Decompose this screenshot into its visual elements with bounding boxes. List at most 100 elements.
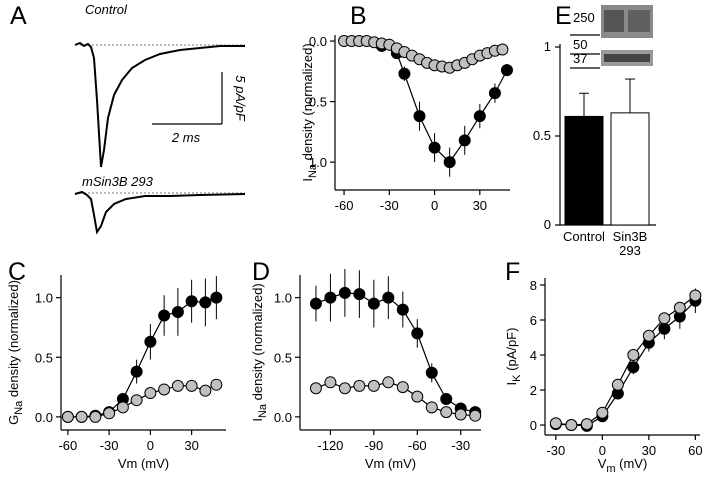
data-point	[324, 291, 337, 304]
y-tick-label: 0.0	[309, 34, 327, 49]
data-point	[398, 67, 411, 80]
x-tick-label: -30	[451, 438, 470, 453]
current-trace	[74, 41, 245, 168]
panel-letter: B	[350, 2, 367, 30]
x-tick-label: -90	[364, 438, 383, 453]
x-tick-label: -30	[100, 438, 119, 453]
data-point	[673, 301, 686, 314]
y-tick-label: 1.0	[35, 291, 53, 306]
series-line	[315, 292, 476, 413]
label-part: m	[606, 463, 615, 475]
data-point	[425, 401, 438, 414]
data-point	[642, 329, 655, 342]
y-tick-label: 6	[530, 313, 537, 328]
x-tick-label: 30	[184, 438, 198, 453]
data-point	[500, 64, 513, 77]
data-point	[443, 156, 456, 169]
x-tick-label: -60	[335, 198, 354, 213]
data-point	[473, 110, 486, 123]
series-line	[381, 45, 508, 164]
y-tick-label: 0	[530, 418, 537, 433]
data-point	[549, 417, 562, 430]
x-tick-label: Control	[563, 229, 605, 244]
blot-marker: 50	[573, 37, 587, 52]
panel-letter: F	[505, 258, 520, 286]
data-point	[309, 382, 322, 395]
x-tick-label: -60	[58, 438, 77, 453]
label-part: Vm (mV)	[118, 456, 169, 471]
y-axis-label: INa density (normalized)	[300, 43, 319, 181]
x-tick-label: 30	[642, 443, 656, 458]
blot-marker: 37	[573, 51, 587, 66]
y-tick-label: 2	[530, 383, 537, 398]
y-tick-label: 8	[530, 278, 537, 293]
blot-band	[628, 10, 650, 32]
label-part: (pA/pF)	[504, 328, 519, 375]
data-point	[210, 291, 223, 304]
y-tick-label: 1	[544, 39, 551, 54]
data-point	[596, 406, 609, 419]
current-trace	[74, 190, 246, 235]
x-tick-label: -60	[408, 438, 427, 453]
data-point	[199, 384, 212, 397]
x-axis-label: Vm (mV)	[598, 456, 648, 475]
label-part: Vm (mV)	[365, 456, 416, 471]
data-point	[367, 379, 380, 392]
data-point	[469, 409, 482, 422]
label-part: K	[511, 374, 523, 382]
data-point	[382, 376, 395, 389]
data-point	[428, 141, 441, 154]
data-point	[338, 382, 351, 395]
data-point	[103, 407, 116, 420]
panel-a: A Control 5 pA/pF 2 ms mSin3B 293	[10, 2, 248, 235]
data-point	[627, 361, 640, 374]
data-point	[309, 297, 322, 310]
data-point	[411, 390, 424, 403]
label-part: V	[598, 456, 607, 471]
data-point	[353, 288, 366, 301]
bar	[610, 112, 650, 226]
label-part: Na	[257, 403, 269, 418]
label-part: Na	[13, 400, 25, 415]
y-tick-label: 0.5	[274, 350, 292, 365]
series-line	[555, 295, 696, 426]
y-tick-label: 1.0	[309, 155, 327, 170]
label-part: I	[250, 418, 265, 422]
data-point	[458, 134, 471, 147]
y-axis-label: IK (pA/pF)	[504, 328, 523, 386]
data-point	[61, 410, 74, 423]
panel-letter: E	[555, 2, 572, 30]
data-point	[454, 408, 467, 421]
x-tick-label: 0	[431, 198, 438, 213]
y-tick-label: 0.0	[35, 410, 53, 425]
scale-label: 2 ms	[171, 130, 201, 145]
data-point	[353, 379, 366, 392]
blot-band	[604, 54, 650, 62]
data-point	[658, 312, 671, 325]
label-part: density (normalized)	[300, 43, 315, 164]
panel-letter: D	[252, 258, 270, 286]
data-point	[658, 322, 671, 335]
x-axis-label: Vm (mV)	[365, 456, 416, 471]
y-tick-label: 0.5	[309, 95, 327, 110]
scale-label: 5 pA/pF	[233, 75, 248, 122]
y-tick-label: 1.0	[274, 291, 292, 306]
data-point	[130, 394, 143, 407]
y-tick-label: 0	[544, 217, 551, 232]
x-axis-label: Vm (mV)	[118, 456, 169, 471]
data-point	[338, 286, 351, 299]
x-tick-label: Sin3B 293	[613, 229, 648, 258]
data-point	[580, 418, 593, 431]
data-point	[130, 365, 143, 378]
y-axis-label: INa density (normalized)	[250, 283, 269, 421]
x-tick-label: 0	[599, 443, 606, 458]
data-point	[144, 335, 157, 348]
data-point	[565, 419, 578, 432]
data-point	[158, 383, 171, 396]
data-point	[116, 401, 129, 414]
data-point	[396, 381, 409, 394]
data-point	[496, 43, 509, 56]
label-part: G	[6, 415, 21, 425]
data-point	[324, 376, 337, 389]
